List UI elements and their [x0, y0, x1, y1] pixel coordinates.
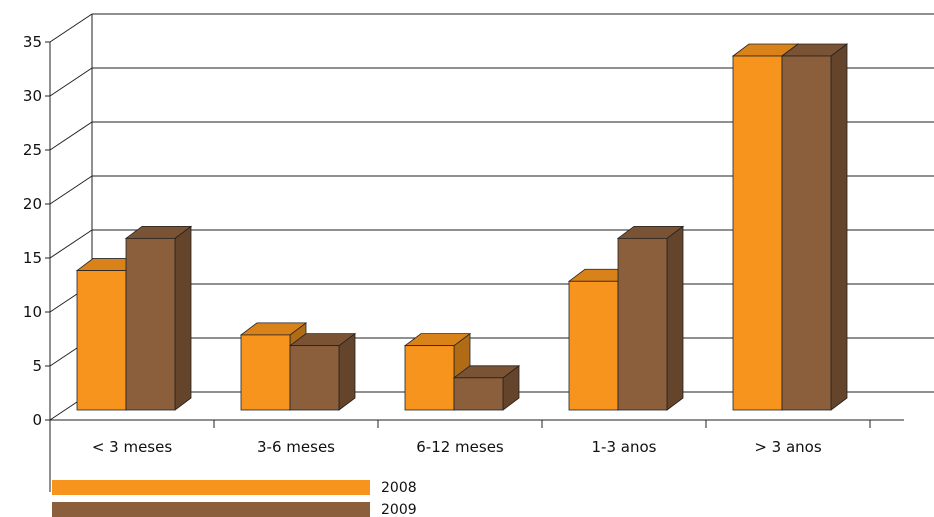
bar-side	[830, 43, 848, 411]
bar-front	[404, 345, 455, 411]
y-tick-label: 5	[32, 357, 42, 375]
bar-2009-4	[780, 43, 849, 411]
bar-front	[732, 55, 783, 411]
legend-item-2009: 2009	[52, 502, 417, 517]
legend-label: 2008	[381, 480, 417, 496]
y-tick-label: 30	[23, 87, 42, 105]
legend-item-2008: 2008	[52, 480, 417, 496]
bars	[75, 43, 849, 411]
bar-front	[125, 237, 176, 411]
y-tick-label: 0	[32, 411, 42, 429]
legend: 2008 2009	[52, 480, 417, 517]
legend-swatch	[52, 502, 370, 517]
bar-2009-1	[288, 332, 357, 411]
y-tick-label: 35	[23, 33, 42, 51]
y-axis: 0 5 10 15 20 25 30 35	[23, 33, 51, 492]
bar-front	[453, 377, 504, 411]
x-tick-label: 1-3 anos	[592, 438, 657, 456]
legend-swatch	[52, 480, 370, 495]
gridline-depth	[49, 13, 93, 43]
bar-front	[76, 270, 127, 411]
gridline-depth	[49, 121, 93, 151]
bar-2008-2	[403, 332, 472, 411]
bar-2009-0	[124, 225, 193, 411]
bar-front	[240, 334, 291, 411]
y-tick-label: 20	[23, 195, 42, 213]
bar-front	[289, 345, 340, 411]
bar-front	[568, 280, 619, 411]
y-tick-label: 10	[23, 303, 42, 321]
bar-side	[666, 225, 684, 411]
bar-2009-2	[452, 365, 521, 411]
x-tick-label: 6-12 meses	[416, 438, 504, 456]
gridline-depth	[49, 229, 93, 259]
x-tick-label: > 3 anos	[754, 438, 822, 456]
x-axis: < 3 meses 3-6 meses 6-12 meses 1-3 anos > 3 …	[50, 419, 904, 456]
bar-2009-3	[616, 225, 685, 411]
legend-label: 2009	[381, 502, 417, 517]
bar-front	[617, 237, 668, 411]
x-tick-label: 3-6 meses	[257, 438, 335, 456]
bar-front	[781, 55, 832, 411]
bar-side	[338, 332, 356, 411]
y-tick-label: 15	[23, 249, 42, 267]
gridline-depth	[49, 175, 93, 205]
x-tick-label: < 3 meses	[92, 438, 173, 456]
bar-side	[174, 225, 192, 411]
gridline-depth	[49, 67, 93, 97]
y-tick-label: 25	[23, 141, 42, 159]
